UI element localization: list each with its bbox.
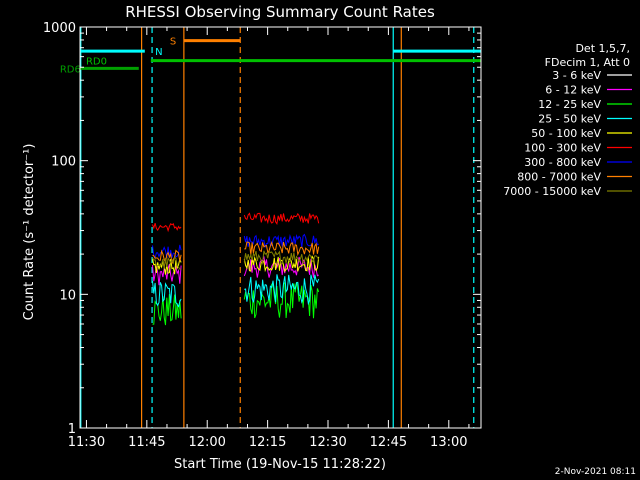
legend-entry-label: 12 - 25 keV: [538, 98, 601, 111]
series-3-6keV-segment-1: [244, 116, 320, 125]
flag-bars: NS RD0 RD6: [60, 37, 481, 75]
plot-frame: [79, 26, 482, 429]
series-100-300keV-segment-1: [243, 212, 320, 225]
flag-label-rd6: RD6: [60, 64, 81, 75]
series-6-12keV-segment-1: [243, 256, 319, 278]
legend: Det 1,5,7,FDecim 1, Att 03 - 6 keV 6 - 12…: [503, 42, 632, 198]
series-12-25keV-segment-1: [243, 281, 320, 319]
series-7000-15000keV-segment-1: [243, 250, 320, 266]
y-axis-label: Count Rate (s⁻¹ detector⁻¹): [22, 144, 37, 321]
x-tick-label: 12:45: [370, 435, 407, 450]
flag-label-s: S: [170, 37, 176, 48]
legend-header-line: FDecim 1, Att 0: [545, 56, 630, 69]
legend-entry-label: 50 - 100 keV: [531, 127, 601, 140]
series-50-100keV-segment-1: [243, 255, 320, 273]
flag-label-n: N: [155, 47, 162, 58]
series-7000-15000keV-segment-0: [152, 256, 182, 270]
series-300-800keV-segment-0: [152, 244, 182, 260]
x-axis-label: Start Time (19-Nov-15 11:28:22): [174, 457, 386, 472]
legend-entry-label: 300 - 800 keV: [524, 156, 601, 169]
y-tick-label: 1: [68, 422, 76, 437]
chart-title: RHESSI Observing Summary Count Rates: [125, 3, 435, 21]
series-25-50keV-segment-1: [244, 274, 320, 306]
legend-entry-label: 100 - 300 keV: [524, 142, 601, 155]
series-800-7000keV-segment-1: [244, 240, 320, 257]
series-25-50keV-segment-0: [152, 281, 182, 308]
series-800-7000keV-segment-0: [152, 249, 182, 264]
legend-entry-label: 6 - 12 keV: [545, 84, 601, 97]
count-rate-series: [152, 115, 320, 326]
series-3-6keV-segment-0: [152, 115, 182, 123]
legend-entry-label: 800 - 7000 keV: [517, 171, 601, 184]
y-tick-label: 10: [59, 288, 76, 303]
generation-timestamp: 2-Nov-2021 08:11: [555, 467, 636, 477]
x-tick-label: 12:15: [249, 435, 286, 450]
x-tick-label: 12:00: [188, 435, 225, 450]
vertical-markers: [80, 27, 475, 428]
legend-entry-label: 7000 - 15000 keV: [503, 185, 601, 198]
legend-header-line: Det 1,5,7,: [575, 42, 630, 55]
y-tick-label: 1000: [43, 21, 76, 36]
x-tick-label: 11:30: [68, 435, 105, 450]
flag-label-rd0: RD0: [86, 57, 107, 68]
x-tick-label: 12:30: [309, 435, 346, 450]
series-300-800keV-segment-1: [243, 233, 319, 248]
x-tick-label: 11:45: [128, 435, 165, 450]
legend-entry-label: 3 - 6 keV: [552, 69, 601, 82]
series-100-300keV-segment-0: [152, 222, 182, 233]
y-tick-label: 100: [51, 155, 76, 170]
x-tick-label: 13:00: [430, 435, 467, 450]
series-6-12keV-segment-0: [152, 264, 182, 286]
axes: 1 10 100 1000 11:30 11:45 12:00 12:15 12:30 12:45…: [43, 21, 482, 450]
legend-entry-label: 25 - 50 keV: [538, 113, 601, 126]
